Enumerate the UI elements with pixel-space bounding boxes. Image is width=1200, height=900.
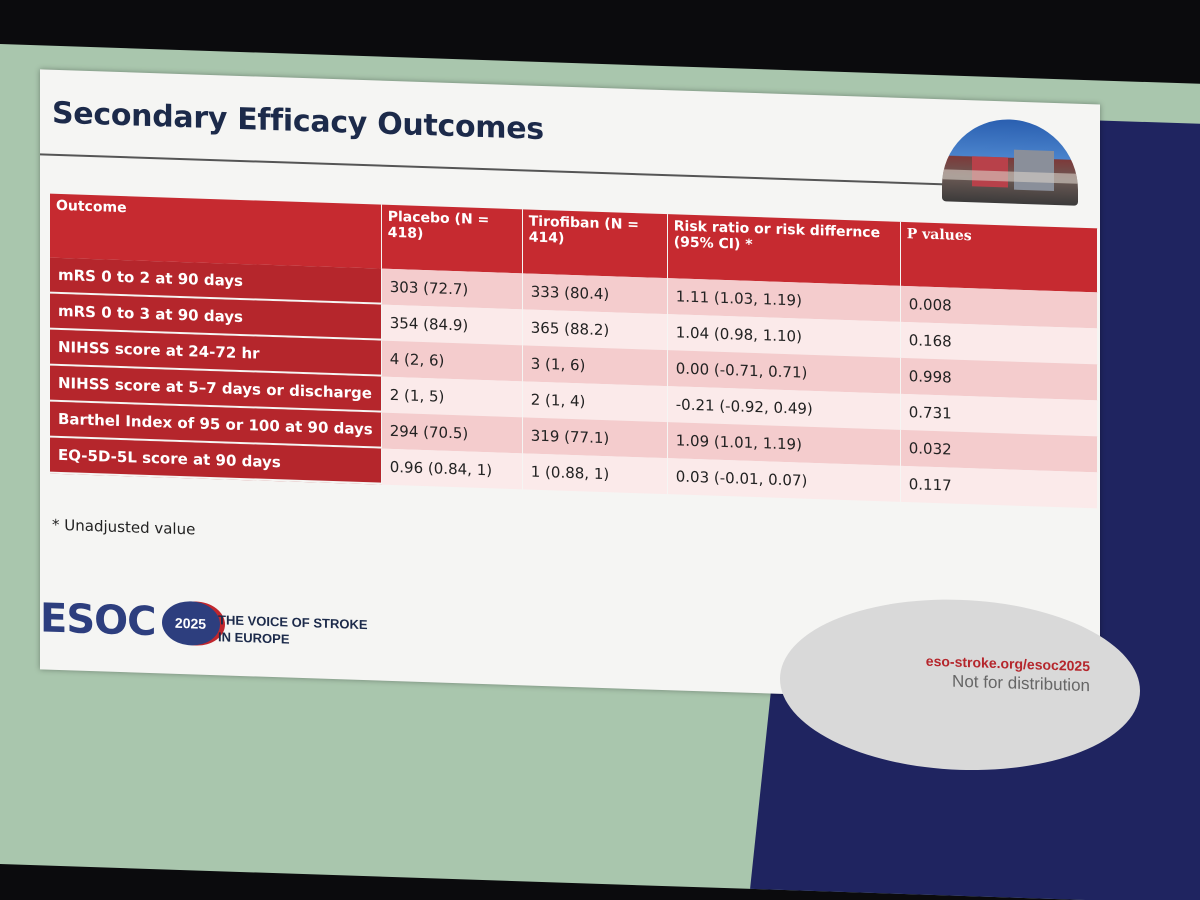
row-p-value: 0.117 [900, 465, 1098, 509]
outcomes-table: Outcome Placebo (N = 418) Tirofiban (N =… [50, 193, 1098, 509]
row-tirofiban-value: 365 (88.2) [522, 309, 668, 351]
row-placebo-value: 294 (70.5) [381, 412, 523, 454]
venue-photo [942, 117, 1078, 206]
presentation-slide: Secondary Efficacy Outcomes Outcome Plac… [40, 69, 1140, 776]
header-tirofiban: Tirofiban (N = 414) [522, 209, 668, 279]
header-outcome: Outcome [50, 193, 382, 269]
row-placebo-value: 303 (72.7) [381, 268, 523, 310]
row-placebo-value: 4 (2, 6) [381, 340, 523, 382]
projection-screen: Secondary Efficacy Outcomes Outcome Plac… [0, 44, 1200, 900]
venue-walkway [942, 169, 1078, 184]
header-placebo: Placebo (N = 418) [381, 204, 523, 274]
esoc-logo-text: ESOC [40, 595, 156, 646]
venue-building-grey [1014, 149, 1054, 191]
row-risk-value: 0.03 (-0.01, 0.07) [667, 458, 901, 502]
row-placebo-value: 0.96 (0.84, 1) [381, 448, 523, 490]
row-tirofiban-value: 2 (1, 4) [522, 381, 668, 423]
esoc-logo: ESOC 2025 [40, 595, 220, 647]
row-placebo-value: 354 (84.9) [381, 304, 523, 346]
esoc-year-badge: 2025 [161, 600, 220, 647]
tagline: THE VOICE OF STROKE IN EUROPE [218, 611, 418, 652]
header-risk-ratio: Risk ratio or risk differnce (95% CI) * [667, 214, 901, 286]
row-placebo-value: 2 (1, 5) [381, 376, 523, 418]
footnote: * Unadjusted value [52, 515, 196, 539]
row-tirofiban-value: 1 (0.88, 1) [522, 453, 668, 495]
row-tirofiban-value: 333 (80.4) [522, 273, 668, 315]
title-divider [40, 153, 960, 186]
row-tirofiban-value: 319 (77.1) [522, 417, 668, 459]
header-p-values: P values [900, 221, 1098, 293]
slide-title: Secondary Efficacy Outcomes [52, 95, 544, 148]
row-tirofiban-value: 3 (1, 6) [522, 345, 668, 387]
